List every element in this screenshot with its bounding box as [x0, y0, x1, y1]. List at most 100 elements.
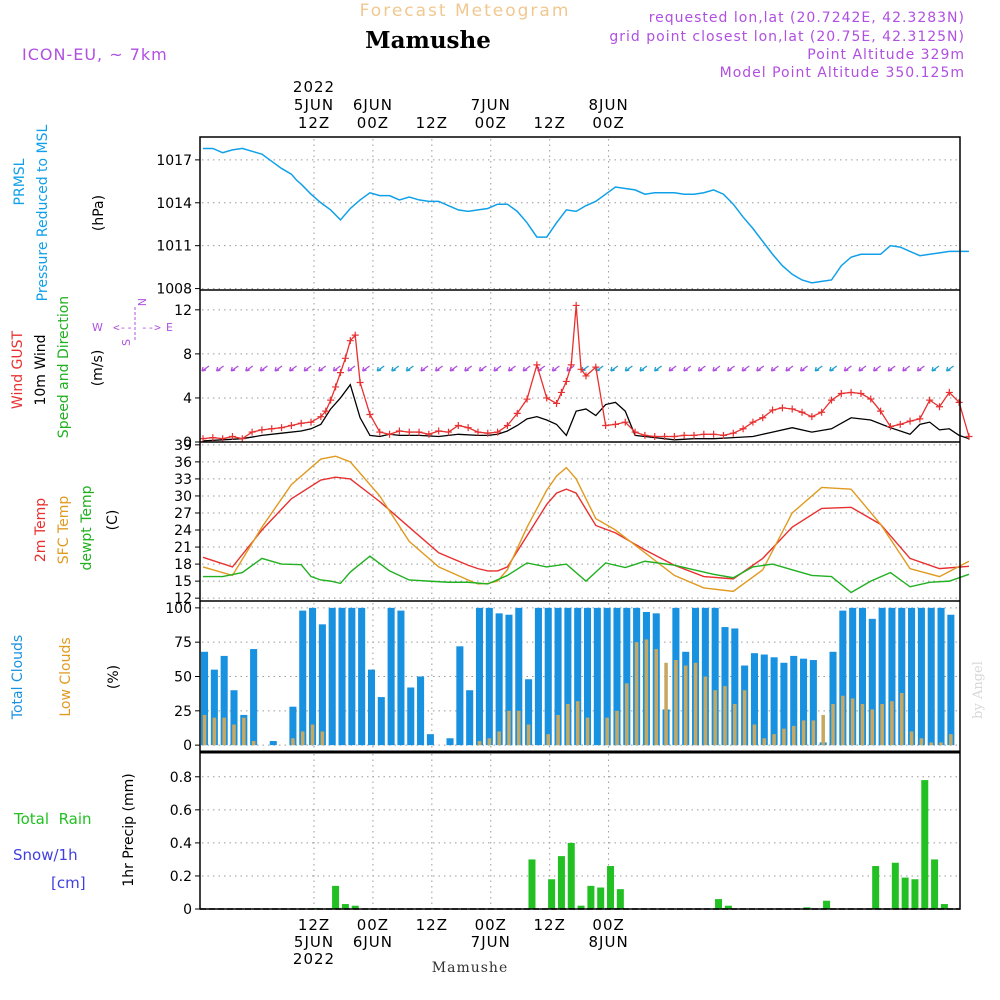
total-cloud-bar: [318, 624, 326, 746]
bottom-time-label: 12Z: [416, 916, 448, 934]
bottom-time-label: 6JUN: [353, 933, 393, 951]
cloud-bars: [201, 607, 955, 746]
top-time-label: 12Z: [298, 114, 330, 132]
wind-direction-arrow: [376, 365, 385, 372]
wind-direction-arrow: [814, 365, 823, 372]
wind-direction-arrow: [843, 365, 852, 372]
low-cloud-bar: [860, 703, 865, 746]
top-time-label: 00Z: [592, 114, 624, 132]
low-cloud-bar: [546, 734, 551, 746]
pressure-line: [203, 147, 969, 284]
wind-gust-marker: [386, 430, 394, 438]
temp-series: [202, 455, 970, 594]
wind-direction-arrow: [245, 365, 254, 372]
total-cloud-bar: [367, 669, 376, 746]
precip-bar: [940, 904, 948, 909]
wind-direction-arrow: [420, 365, 429, 372]
total-cloud-bar: [927, 607, 935, 746]
total-cloud-bar: [397, 610, 405, 746]
precip-bar: [872, 866, 880, 909]
wind-gust-marker: [945, 388, 953, 396]
total-cloud-bar: [505, 614, 513, 746]
wind-gust-marker: [567, 361, 575, 369]
low-cloud-bar: [880, 703, 884, 746]
pressure-tick-label: 1014: [156, 196, 192, 212]
precip-bar: [823, 900, 831, 909]
pressure-tick-label: 1017: [156, 153, 192, 169]
total-cloud-bar: [888, 607, 896, 746]
total-cloud-bar: [564, 607, 572, 746]
precip-panel: Total Rain Snow/1h [cm] 1hr Precip (mm) …: [13, 754, 958, 918]
wind-gust-marker: [602, 421, 610, 429]
low-cloud-bar: [310, 724, 315, 746]
panel-frames: [199, 136, 961, 910]
pressure-panel: PRMSL Pressure Reduced to MSL (hPa) 1017…: [12, 124, 969, 301]
total-cloud-bar: [407, 687, 415, 746]
wind-direction-arrow: [522, 365, 531, 372]
compass-east: E: [166, 321, 173, 334]
total-cloud-bar: [868, 618, 876, 746]
cloud-tick-label: 75: [174, 635, 192, 651]
total-cloud-bar: [309, 607, 317, 746]
wind-gust-marker: [445, 428, 452, 436]
total-cloud-bar: [800, 658, 808, 746]
point-altitude: Point Altitude 329m: [807, 47, 965, 63]
precip-bar: [911, 879, 919, 909]
precip-bar: [931, 859, 939, 909]
total-cloud-bar: [583, 607, 592, 746]
temp-tick-label: 27: [174, 506, 192, 522]
total-cloud-bar: [456, 646, 464, 746]
chart-kind-title: Forecast Meteogram: [360, 1, 571, 21]
wind-gust-marker: [238, 435, 246, 443]
total-cloud-bar: [731, 628, 739, 746]
temp-tick-label: 18: [174, 557, 192, 573]
precip-bar: [607, 866, 615, 909]
top-time-label: 00Z: [357, 114, 389, 132]
temp-grid: [202, 444, 958, 599]
snow-unit-label: [cm]: [51, 874, 86, 892]
compass-west-arrow: <--: [113, 321, 133, 334]
precip-bar: [587, 885, 595, 909]
total-cloud-bar: [917, 607, 925, 746]
total-cloud-bar: [495, 613, 503, 746]
low-cloud-bar: [654, 649, 659, 746]
wind-gust-marker: [886, 423, 894, 431]
wind-direction-arrow: [887, 365, 896, 372]
wind-gust-marker: [405, 428, 413, 436]
wind-direction-arrow: [449, 365, 458, 372]
total-cloud-bar: [525, 679, 533, 746]
wind-direction-arrow: [712, 365, 721, 372]
low-cloud-bar: [497, 731, 501, 746]
precip-bar: [715, 899, 723, 909]
total-cloud-bar: [269, 741, 277, 746]
precip-bar: [803, 907, 811, 909]
low-cloud-bar: [644, 639, 649, 746]
wind-direction-label: Speed and Direction: [56, 296, 72, 438]
wind-gust-marker: [577, 365, 585, 373]
wind-gust-marker: [690, 431, 698, 439]
precip-tick-label: 0.8: [170, 770, 192, 786]
total-cloud-bar: [358, 607, 366, 746]
wind-gust-marker: [749, 418, 757, 426]
precip-bar: [724, 905, 732, 909]
total-cloud-bar: [544, 607, 552, 746]
pressure-label-prmsl: PRMSL: [12, 158, 28, 205]
wind-direction-arrow: [391, 365, 400, 372]
wind-gust-line: [202, 305, 970, 440]
low-cloud-bar: [585, 717, 590, 746]
precip-bar: [901, 877, 909, 909]
wind-gust-marker: [818, 408, 826, 416]
precip-bar: [332, 885, 340, 909]
precip-bar: [548, 879, 556, 909]
top-time-label: 8JUN: [589, 96, 629, 114]
wind-gust-marker: [896, 420, 904, 428]
wind-gust-marker: [464, 424, 472, 432]
low-cloud-bar: [929, 742, 933, 746]
temp-tick-label: 36: [174, 455, 192, 471]
total-cloud-bar: [711, 607, 719, 746]
wind-gust-marker: [965, 432, 973, 440]
watermark: by Angel: [971, 661, 986, 719]
low-cloud-bar: [477, 741, 482, 746]
precip-unit: 1hr Precip (mm): [121, 773, 137, 886]
